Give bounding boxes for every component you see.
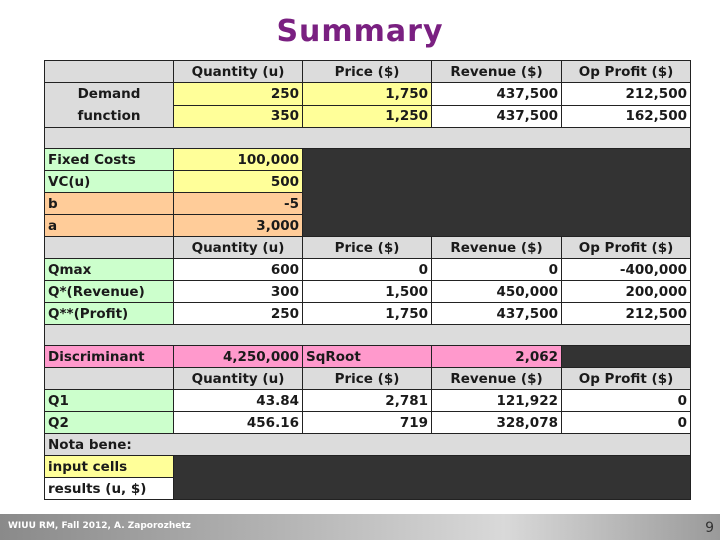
qprofit-quantity: 250 [173, 302, 303, 325]
header2-op-profit: Op Profit ($) [561, 236, 691, 259]
header3-op-profit: Op Profit ($) [561, 367, 691, 390]
qprofit-profit: 212,500 [561, 302, 691, 325]
qmax-price: 0 [302, 258, 432, 281]
q2-profit: 0 [561, 411, 691, 434]
header2-blank-cell [44, 236, 174, 259]
qrevenue-label: Q*(Revenue) [44, 280, 174, 303]
legend-input-cells: input cells [44, 455, 174, 478]
qrevenue-row: Q*(Revenue) 300 1,500 450,000 200,000 [44, 280, 691, 303]
discriminant-row: Discriminant 4,250,000 SqRoot 2,062 [44, 345, 691, 368]
header2-price: Price ($) [302, 236, 432, 259]
legend-input-row: input cells [44, 455, 691, 500]
nota-bene-row: Nota bene: [44, 433, 691, 456]
qrevenue-profit: 200,000 [561, 280, 691, 303]
header3-price: Price ($) [302, 367, 432, 390]
footer-credit: WIUU RM, Fall 2012, A. Zaporozhetz [8, 521, 191, 531]
header-blank-cell [44, 60, 174, 83]
header3-revenue: Revenue ($) [431, 367, 562, 390]
summary-table: Quantity (u) Price ($) Revenue ($) Op Pr… [44, 60, 691, 500]
qprofit-label: Q**(Profit) [44, 302, 174, 325]
qmax-row: Qmax 600 0 0 -400,000 [44, 258, 691, 281]
dark-block-2 [561, 345, 691, 368]
spacer-row-2 [44, 324, 691, 346]
demand-quantity-1[interactable]: 250 [173, 82, 303, 106]
q2-row: Q2 456.16 719 328,078 0 [44, 411, 691, 434]
demand-label-line2: function [77, 108, 141, 124]
b-label: b [44, 192, 174, 215]
sqroot-value: 2,062 [431, 345, 562, 368]
header2-quantity: Quantity (u) [173, 236, 303, 259]
qmax-label: Qmax [44, 258, 174, 281]
q2-revenue: 328,078 [431, 411, 562, 434]
slide-title: Summary [276, 14, 444, 49]
qprofit-price: 1,750 [302, 302, 432, 325]
header-quantity: Quantity (u) [173, 60, 303, 83]
q1-label: Q1 [44, 389, 174, 412]
discriminant-label: Discriminant [44, 345, 174, 368]
q1-revenue: 121,922 [431, 389, 562, 412]
fixed-costs-row: Fixed Costs 100,000 [44, 148, 691, 237]
spacer-cell [44, 127, 691, 149]
qprofit-row: Q**(Profit) 250 1,750 437,500 212,500 [44, 302, 691, 325]
legend-results-row: results (u, $) [44, 477, 691, 500]
q2-price: 719 [302, 411, 432, 434]
a-label: a [44, 214, 174, 237]
demand-row-2: 350 1,250 437,500 162,500 [45, 104, 691, 128]
header3-quantity: Quantity (u) [173, 367, 303, 390]
sqroot-label: SqRoot [302, 345, 432, 368]
q1-profit: 0 [561, 389, 691, 412]
qprofit-revenue: 437,500 [431, 302, 562, 325]
nota-bene-title: Nota bene: [44, 433, 691, 456]
q1-price: 2,781 [302, 389, 432, 412]
discriminant-value: 4,250,000 [173, 345, 303, 368]
demand-revenue-1: 437,500 [431, 82, 562, 106]
b-value: -5 [173, 192, 303, 215]
legend-results: results (u, $) [44, 477, 174, 500]
fixed-costs-label: Fixed Costs [44, 148, 174, 171]
spacer-cell-2 [44, 324, 691, 346]
qmax-quantity: 600 [173, 258, 303, 281]
header2-revenue: Revenue ($) [431, 236, 562, 259]
q2-label: Q2 [44, 411, 174, 434]
demand-profit-2: 162,500 [561, 104, 691, 128]
a-value: 3,000 [173, 214, 303, 237]
qmax-profit: -400,000 [561, 258, 691, 281]
demand-label-line1: Demand [77, 86, 141, 102]
demand-price-2[interactable]: 1,250 [302, 104, 432, 128]
qrevenue-revenue: 450,000 [431, 280, 562, 303]
a-row: a 3,000 [44, 214, 691, 237]
demand-revenue-2: 437,500 [431, 104, 562, 128]
qrevenue-price: 1,500 [302, 280, 432, 303]
footer-bar [0, 514, 720, 540]
fixed-costs-value[interactable]: 100,000 [173, 148, 303, 171]
b-row: b -5 [44, 192, 691, 215]
demand-price-1[interactable]: 1,750 [302, 82, 432, 106]
demand-profit-1: 212,500 [561, 82, 691, 106]
vc-value[interactable]: 500 [173, 170, 303, 193]
vc-row: VC(u) 500 [44, 170, 691, 193]
header-price: Price ($) [302, 60, 432, 83]
header-revenue: Revenue ($) [431, 60, 562, 83]
dark-block-1 [302, 148, 691, 237]
header-row-3: Quantity (u) Price ($) Revenue ($) Op Pr… [44, 367, 691, 390]
spacer-row [44, 127, 691, 149]
header-op-profit: Op Profit ($) [561, 60, 691, 83]
qmax-revenue: 0 [431, 258, 562, 281]
q2-quantity: 456.16 [173, 411, 303, 434]
page-number: 9 [705, 520, 714, 536]
q1-quantity: 43.84 [173, 389, 303, 412]
qrevenue-quantity: 300 [173, 280, 303, 303]
demand-function-label: Demand function [44, 82, 174, 128]
header-row: Quantity (u) Price ($) Revenue ($) Op Pr… [44, 60, 691, 83]
dark-block-3 [173, 455, 691, 500]
q1-row: Q1 43.84 2,781 121,922 0 [44, 389, 691, 412]
header3-blank-cell [44, 367, 174, 390]
demand-row-1: Demand function 250 1,750 437,500 212,50… [44, 82, 691, 128]
vc-label: VC(u) [44, 170, 174, 193]
demand-quantity-2[interactable]: 350 [173, 104, 303, 128]
header-row-2: Quantity (u) Price ($) Revenue ($) Op Pr… [44, 236, 691, 259]
